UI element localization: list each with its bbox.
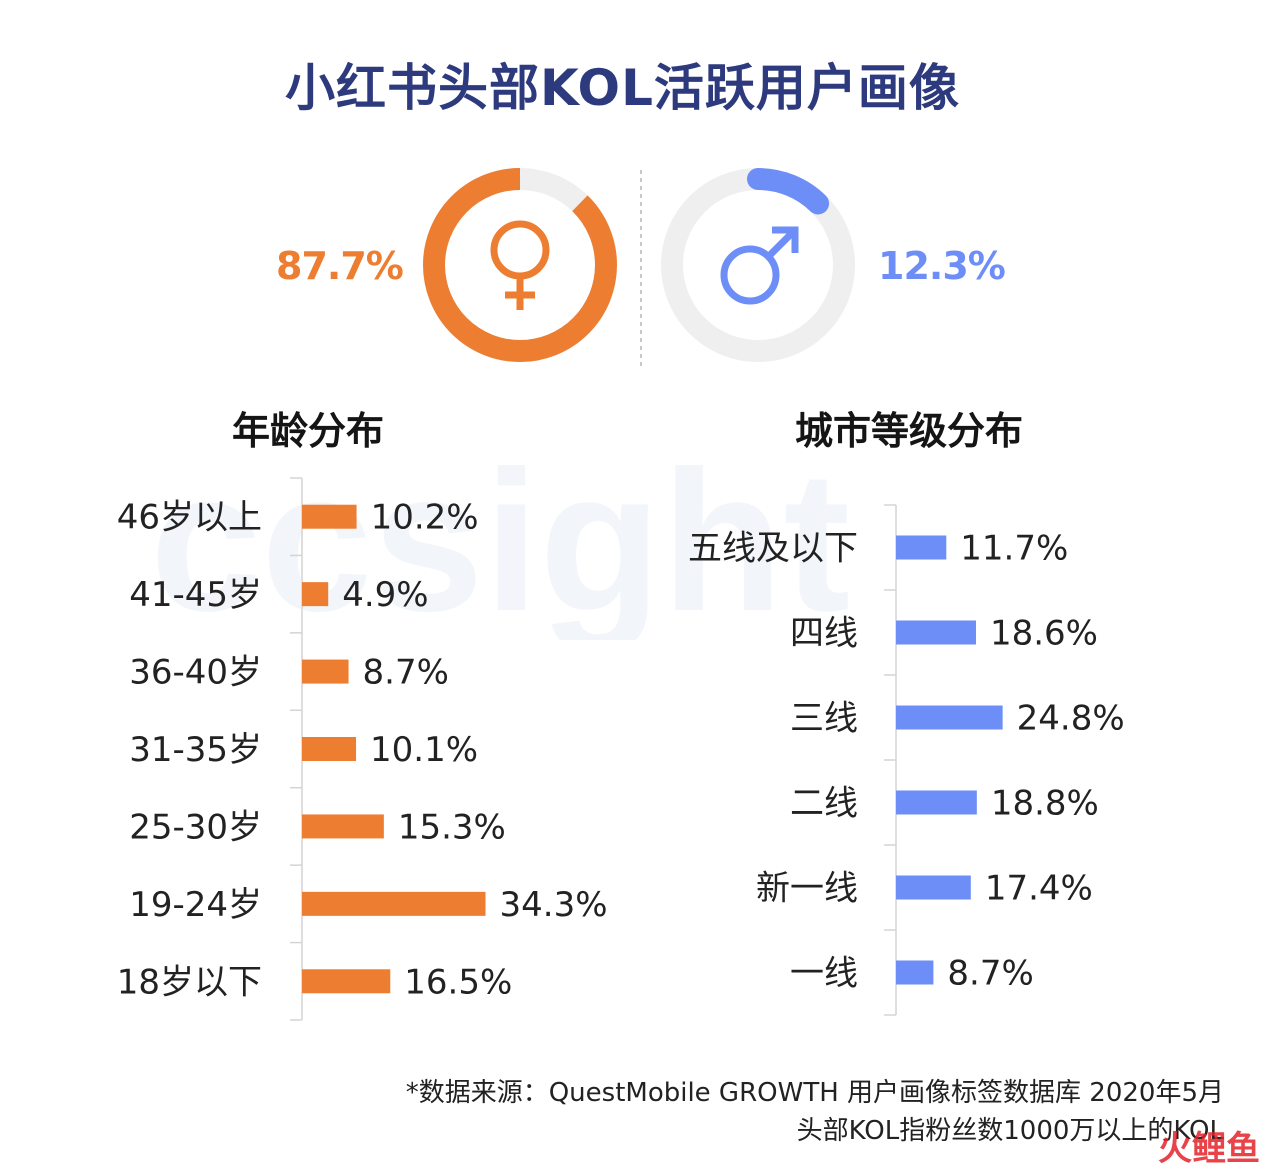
value-label: 4.9% [342, 575, 428, 615]
bar [302, 814, 384, 839]
value-label: 18.6% [990, 614, 1098, 654]
male-icon [720, 226, 799, 305]
male-percentage: 12.3% [878, 244, 1006, 288]
bar [896, 790, 977, 815]
value-label: 16.5% [404, 962, 512, 1002]
bar [302, 737, 357, 761]
bar [302, 969, 391, 994]
bar [896, 875, 971, 900]
value-label: 18.8% [991, 784, 1099, 824]
page-title: 小红书头部KOL活跃用户画像 [285, 59, 960, 117]
female-icon [490, 220, 550, 310]
category-label: 二线 [790, 784, 858, 824]
value-label: 8.7% [363, 653, 449, 693]
footnote-source: *数据来源：QuestMobile GROWTH 用户画像标签数据库 2020年… [405, 1078, 1224, 1108]
category-label: 36-40岁 [129, 653, 262, 693]
bar [302, 891, 486, 916]
value-label: 34.3% [500, 885, 608, 925]
category-label: 五线及以下 [688, 529, 858, 569]
value-label: 24.8% [1017, 699, 1125, 739]
category-label: 三线 [790, 699, 858, 739]
bar [896, 535, 947, 560]
bar [896, 960, 934, 985]
bar [896, 620, 976, 645]
value-label: 8.7% [947, 954, 1033, 994]
female-ring-arc [423, 168, 617, 362]
category-label: 19-24岁 [129, 885, 262, 925]
bar [302, 582, 329, 607]
male-ring-arc [661, 168, 855, 362]
female-percentage: 87.7% [276, 244, 404, 288]
city-chart-title: 城市等级分布 [795, 409, 1024, 453]
category-label: 41-45岁 [129, 575, 262, 615]
category-label: 新一线 [756, 869, 858, 909]
age-chart-title: 年龄分布 [232, 409, 385, 453]
value-label: 17.4% [985, 869, 1093, 909]
value-label: 11.7% [960, 529, 1068, 569]
bar-charts: 46岁以上 10.2% 41-45岁 4.9% 36-40岁 8.7% 31-35岁 10.1… [117, 477, 1125, 1021]
category-label: 四线 [790, 614, 858, 654]
category-label: 18岁以下 [117, 962, 262, 1002]
logo: 火鲤鱼 [1158, 1129, 1260, 1169]
bar [302, 504, 357, 529]
value-label: 10.1% [370, 730, 478, 770]
svg-text:火鲤鱼: 火鲤鱼 [1158, 1129, 1260, 1169]
value-label: 15.3% [398, 807, 506, 847]
footnote-definition: 头部KOL指粉丝数1000万以上的KOL [796, 1116, 1224, 1146]
gender-rings [423, 168, 855, 370]
category-label: 25-30岁 [129, 807, 262, 847]
category-label: 31-35岁 [129, 730, 262, 770]
value-label: 10.2% [371, 498, 479, 538]
bar [302, 659, 349, 684]
category-label: 46岁以上 [117, 498, 262, 538]
bar [896, 705, 1003, 730]
category-label: 一线 [790, 954, 858, 994]
